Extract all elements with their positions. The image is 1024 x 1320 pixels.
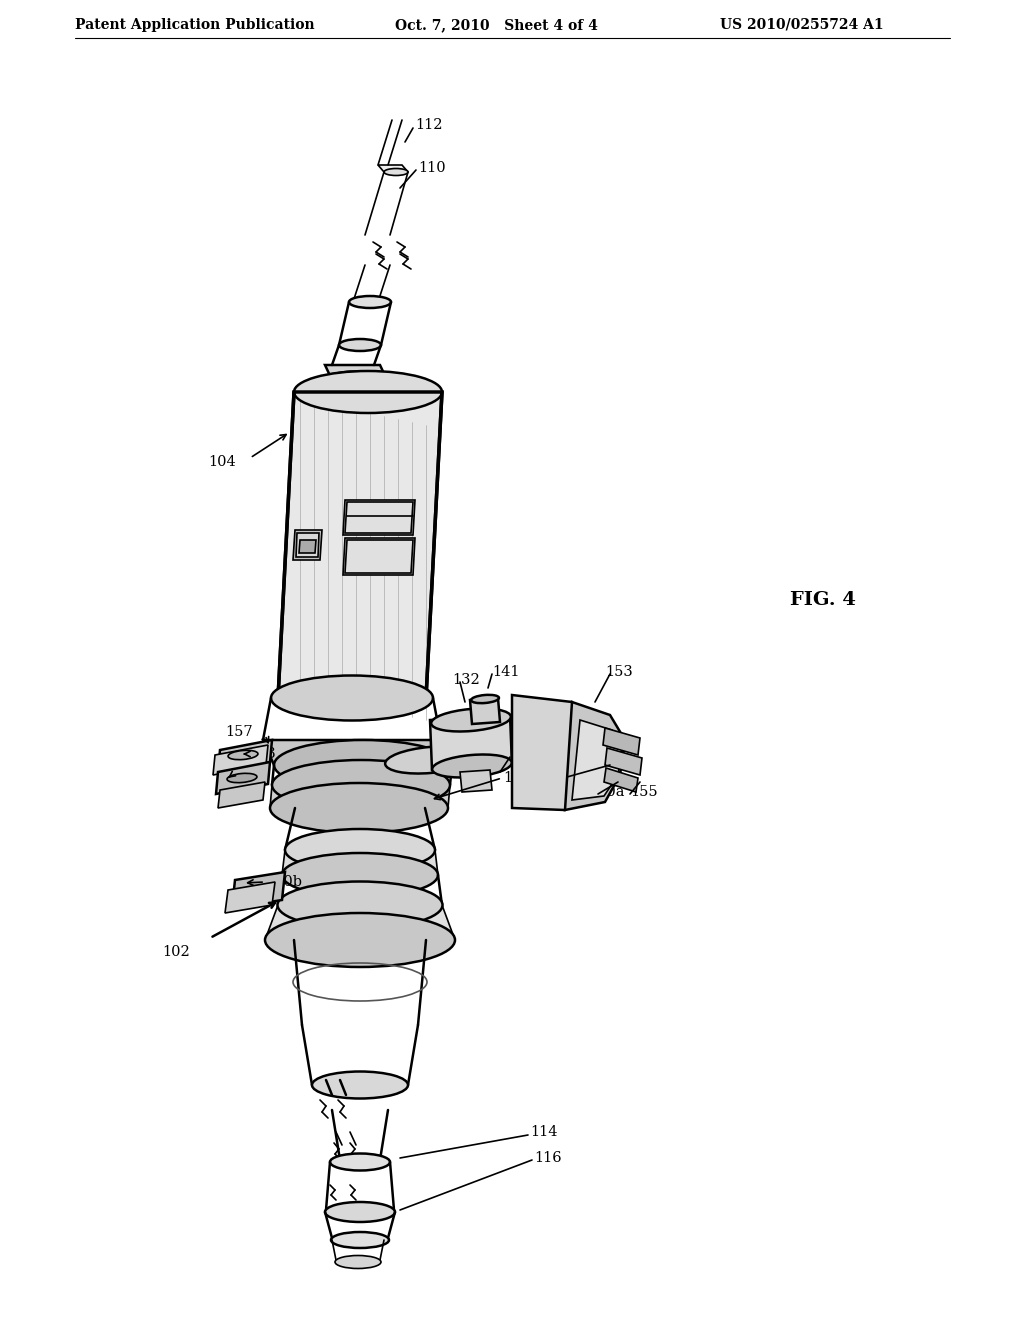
Polygon shape [343, 500, 415, 535]
Ellipse shape [471, 694, 499, 704]
Text: 143: 143 [248, 747, 275, 762]
Text: 112: 112 [415, 117, 442, 132]
Polygon shape [572, 719, 622, 800]
Ellipse shape [278, 882, 442, 928]
Polygon shape [605, 748, 642, 775]
Ellipse shape [285, 829, 435, 871]
Text: 146: 146 [232, 768, 260, 781]
Text: 132: 132 [452, 673, 480, 686]
Text: 114: 114 [530, 1125, 557, 1139]
Ellipse shape [384, 169, 408, 176]
Ellipse shape [385, 747, 475, 774]
Polygon shape [218, 741, 272, 772]
Polygon shape [512, 696, 580, 810]
Text: 104: 104 [208, 455, 236, 469]
Ellipse shape [349, 296, 391, 308]
Text: Oct. 7, 2010   Sheet 4 of 4: Oct. 7, 2010 Sheet 4 of 4 [395, 18, 598, 32]
Polygon shape [604, 768, 638, 792]
Text: FIG. 4: FIG. 4 [790, 591, 856, 609]
Ellipse shape [282, 853, 438, 898]
Polygon shape [265, 906, 455, 940]
Ellipse shape [432, 755, 512, 777]
Ellipse shape [294, 371, 442, 413]
Polygon shape [218, 781, 265, 808]
Text: US 2010/0255724 A1: US 2010/0255724 A1 [720, 18, 884, 32]
Text: 155: 155 [630, 785, 657, 799]
Text: Patent Application Publication: Patent Application Publication [75, 18, 314, 32]
Polygon shape [213, 744, 268, 775]
Polygon shape [343, 539, 415, 576]
Polygon shape [278, 392, 442, 698]
Text: 102: 102 [162, 945, 189, 960]
Text: 110: 110 [418, 161, 445, 176]
Ellipse shape [339, 339, 381, 351]
Text: 140a: 140a [588, 785, 625, 799]
Polygon shape [282, 850, 438, 875]
Ellipse shape [431, 709, 511, 731]
Polygon shape [293, 531, 322, 560]
Text: 140b: 140b [265, 875, 302, 888]
Ellipse shape [330, 1154, 390, 1171]
Ellipse shape [335, 1255, 381, 1269]
Ellipse shape [271, 676, 433, 721]
Polygon shape [225, 882, 275, 913]
Polygon shape [603, 729, 640, 755]
Ellipse shape [227, 774, 257, 783]
Polygon shape [470, 698, 500, 723]
Polygon shape [345, 540, 413, 573]
Polygon shape [263, 741, 452, 766]
Ellipse shape [274, 741, 452, 789]
Polygon shape [460, 770, 492, 792]
Ellipse shape [270, 783, 449, 833]
Ellipse shape [325, 371, 387, 388]
Polygon shape [232, 873, 285, 908]
Text: 136: 136 [510, 748, 538, 762]
Ellipse shape [228, 750, 258, 760]
Ellipse shape [312, 1072, 408, 1098]
Polygon shape [430, 715, 512, 770]
Text: 153: 153 [605, 665, 633, 678]
Polygon shape [378, 165, 408, 172]
Text: 156: 156 [565, 768, 593, 781]
Polygon shape [299, 540, 316, 553]
Ellipse shape [331, 1232, 389, 1247]
Ellipse shape [272, 760, 450, 810]
Polygon shape [270, 785, 450, 808]
Text: 116: 116 [534, 1151, 561, 1166]
Polygon shape [565, 702, 625, 810]
Polygon shape [325, 366, 387, 380]
Ellipse shape [325, 1203, 395, 1222]
Polygon shape [345, 502, 413, 533]
Ellipse shape [265, 913, 455, 968]
Text: 141: 141 [492, 665, 519, 678]
Text: 106: 106 [503, 771, 530, 785]
Text: 157: 157 [225, 725, 253, 739]
Polygon shape [296, 533, 319, 557]
Polygon shape [216, 762, 270, 795]
